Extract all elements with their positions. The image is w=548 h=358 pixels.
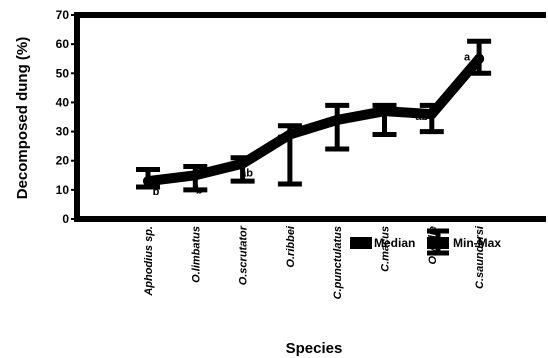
significance-letter: b — [153, 186, 160, 198]
y-tick-label: 40 — [56, 95, 70, 109]
y-tick-label: 30 — [56, 125, 70, 139]
median-point — [237, 158, 248, 169]
y-tick-label: 50 — [56, 66, 70, 80]
significance-letter: a — [277, 131, 284, 143]
x-category-label: C.saundersi — [474, 225, 486, 289]
median-point — [190, 170, 201, 181]
significance-letter: b — [196, 184, 203, 196]
y-tick-label: 70 — [56, 8, 70, 22]
median-point — [284, 129, 295, 140]
legend-median-swatch — [350, 237, 372, 249]
x-category-label: O.ribbei — [285, 225, 297, 268]
significance-letter: ab — [240, 168, 253, 180]
x-axis-title: Species — [286, 340, 343, 357]
x-category-label: Aphodius sp. — [143, 226, 155, 297]
median-point — [426, 109, 437, 120]
legend-minmax-box — [427, 237, 449, 249]
y-tick-label: 20 — [56, 154, 70, 168]
significance-letter: ab — [321, 117, 334, 129]
y-tick-label: 0 — [62, 212, 69, 226]
significance-letter: ab — [368, 108, 381, 120]
median-point — [332, 114, 343, 125]
median-point — [379, 106, 390, 117]
significance-letter: ab — [415, 111, 428, 123]
x-category-label: O.limbatus — [190, 226, 202, 283]
median-point — [474, 53, 485, 64]
x-category-label: C.punctulatus — [332, 226, 344, 299]
y-tick-label: 60 — [56, 37, 70, 51]
median-point — [143, 176, 153, 187]
median-line — [143, 53, 485, 187]
significance-letter: a — [464, 52, 471, 64]
x-category-label: O.scrutator — [238, 225, 250, 285]
x-category-label: C.macus — [380, 226, 392, 272]
legend-median-label: Median — [374, 236, 415, 250]
legend-minmax-label: Min-Max — [453, 236, 501, 250]
y-tick-label: 10 — [56, 183, 70, 197]
y-axis-title: Decomposed dung (%) — [14, 37, 31, 200]
